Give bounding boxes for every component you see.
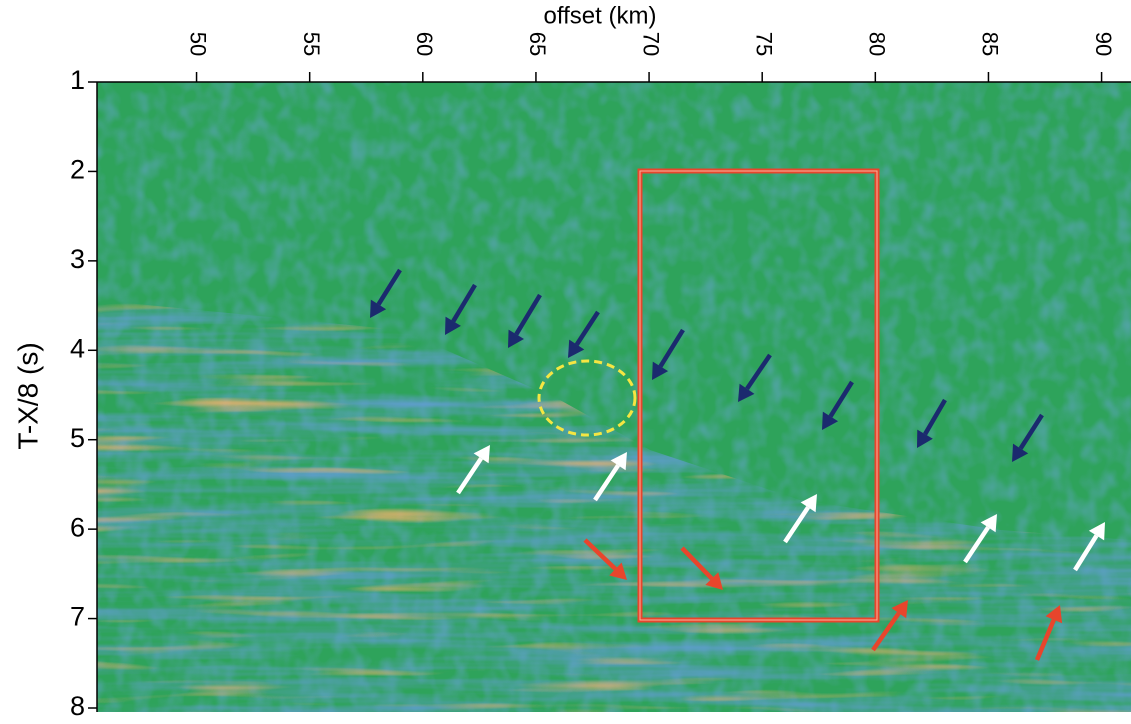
arrow-head <box>568 339 585 358</box>
y-tick-label: 4 <box>70 333 85 363</box>
arrow-shaft <box>376 268 402 306</box>
x-tick-label: 90 <box>1091 32 1116 56</box>
x-tick-label: 65 <box>525 32 550 56</box>
y-tick-label: 5 <box>70 423 85 453</box>
arrow-shaft <box>963 526 990 564</box>
x-tick-label: 80 <box>865 32 890 56</box>
arrow-head <box>1045 605 1063 624</box>
x-axis-title: offset (km) <box>544 2 657 29</box>
arrow-head <box>738 383 755 402</box>
arrow-shaft <box>828 380 854 418</box>
arrow-shaft <box>1073 534 1099 572</box>
x-tick-label: 85 <box>978 32 1003 56</box>
arrow-head <box>917 429 933 448</box>
x-tick-label: 50 <box>186 32 211 56</box>
y-tick-label: 2 <box>70 155 85 185</box>
seismic-section <box>97 82 1131 712</box>
arrow-head <box>800 494 817 513</box>
arrow-head <box>508 329 524 348</box>
y-tick-label: 3 <box>70 244 85 274</box>
x-tick-label: 55 <box>299 32 324 56</box>
arrow-shaft <box>871 611 901 652</box>
arrow-head <box>705 572 723 590</box>
arrow-head <box>822 411 839 430</box>
arrow-shaft <box>745 353 772 391</box>
y-tick-label: 6 <box>70 512 85 542</box>
y-axis-title: T-X/8 (s) <box>12 342 43 449</box>
arrow-shaft <box>456 457 483 495</box>
arrow-head <box>609 562 627 580</box>
arrow-head <box>445 316 461 335</box>
arrow-head <box>473 445 490 464</box>
arrow-head <box>610 452 627 471</box>
y-tick-label: 8 <box>70 691 85 721</box>
arrow-shaft <box>574 310 600 346</box>
arrow-shaft <box>680 546 714 581</box>
arrow-shaft <box>1018 413 1044 450</box>
arrow-head <box>1012 443 1029 462</box>
y-tick-label: 7 <box>70 602 85 632</box>
annotations <box>537 168 880 623</box>
arrow-head <box>652 361 669 380</box>
x-tick-label: 75 <box>751 32 776 56</box>
y-tick-label: 1 <box>70 65 85 95</box>
highlight-ellipse <box>537 359 637 437</box>
arrow-shaft <box>658 328 685 368</box>
arrow-head <box>1088 522 1105 541</box>
arrow-shaft <box>514 293 542 336</box>
arrow-shaft <box>1034 618 1056 661</box>
arrow-shaft <box>783 506 810 544</box>
arrows <box>370 268 1105 661</box>
arrow-shaft <box>583 538 617 571</box>
arrow-shaft <box>451 283 477 323</box>
arrow-shaft <box>923 398 947 436</box>
arrow-head <box>370 299 387 318</box>
x-tick-label: 60 <box>412 32 437 56</box>
x-tick-label: 70 <box>638 32 663 56</box>
arrow-head <box>980 514 997 533</box>
highlight-box-inner <box>639 170 878 621</box>
arrow-shaft <box>593 464 620 502</box>
arrow-head <box>891 600 908 619</box>
